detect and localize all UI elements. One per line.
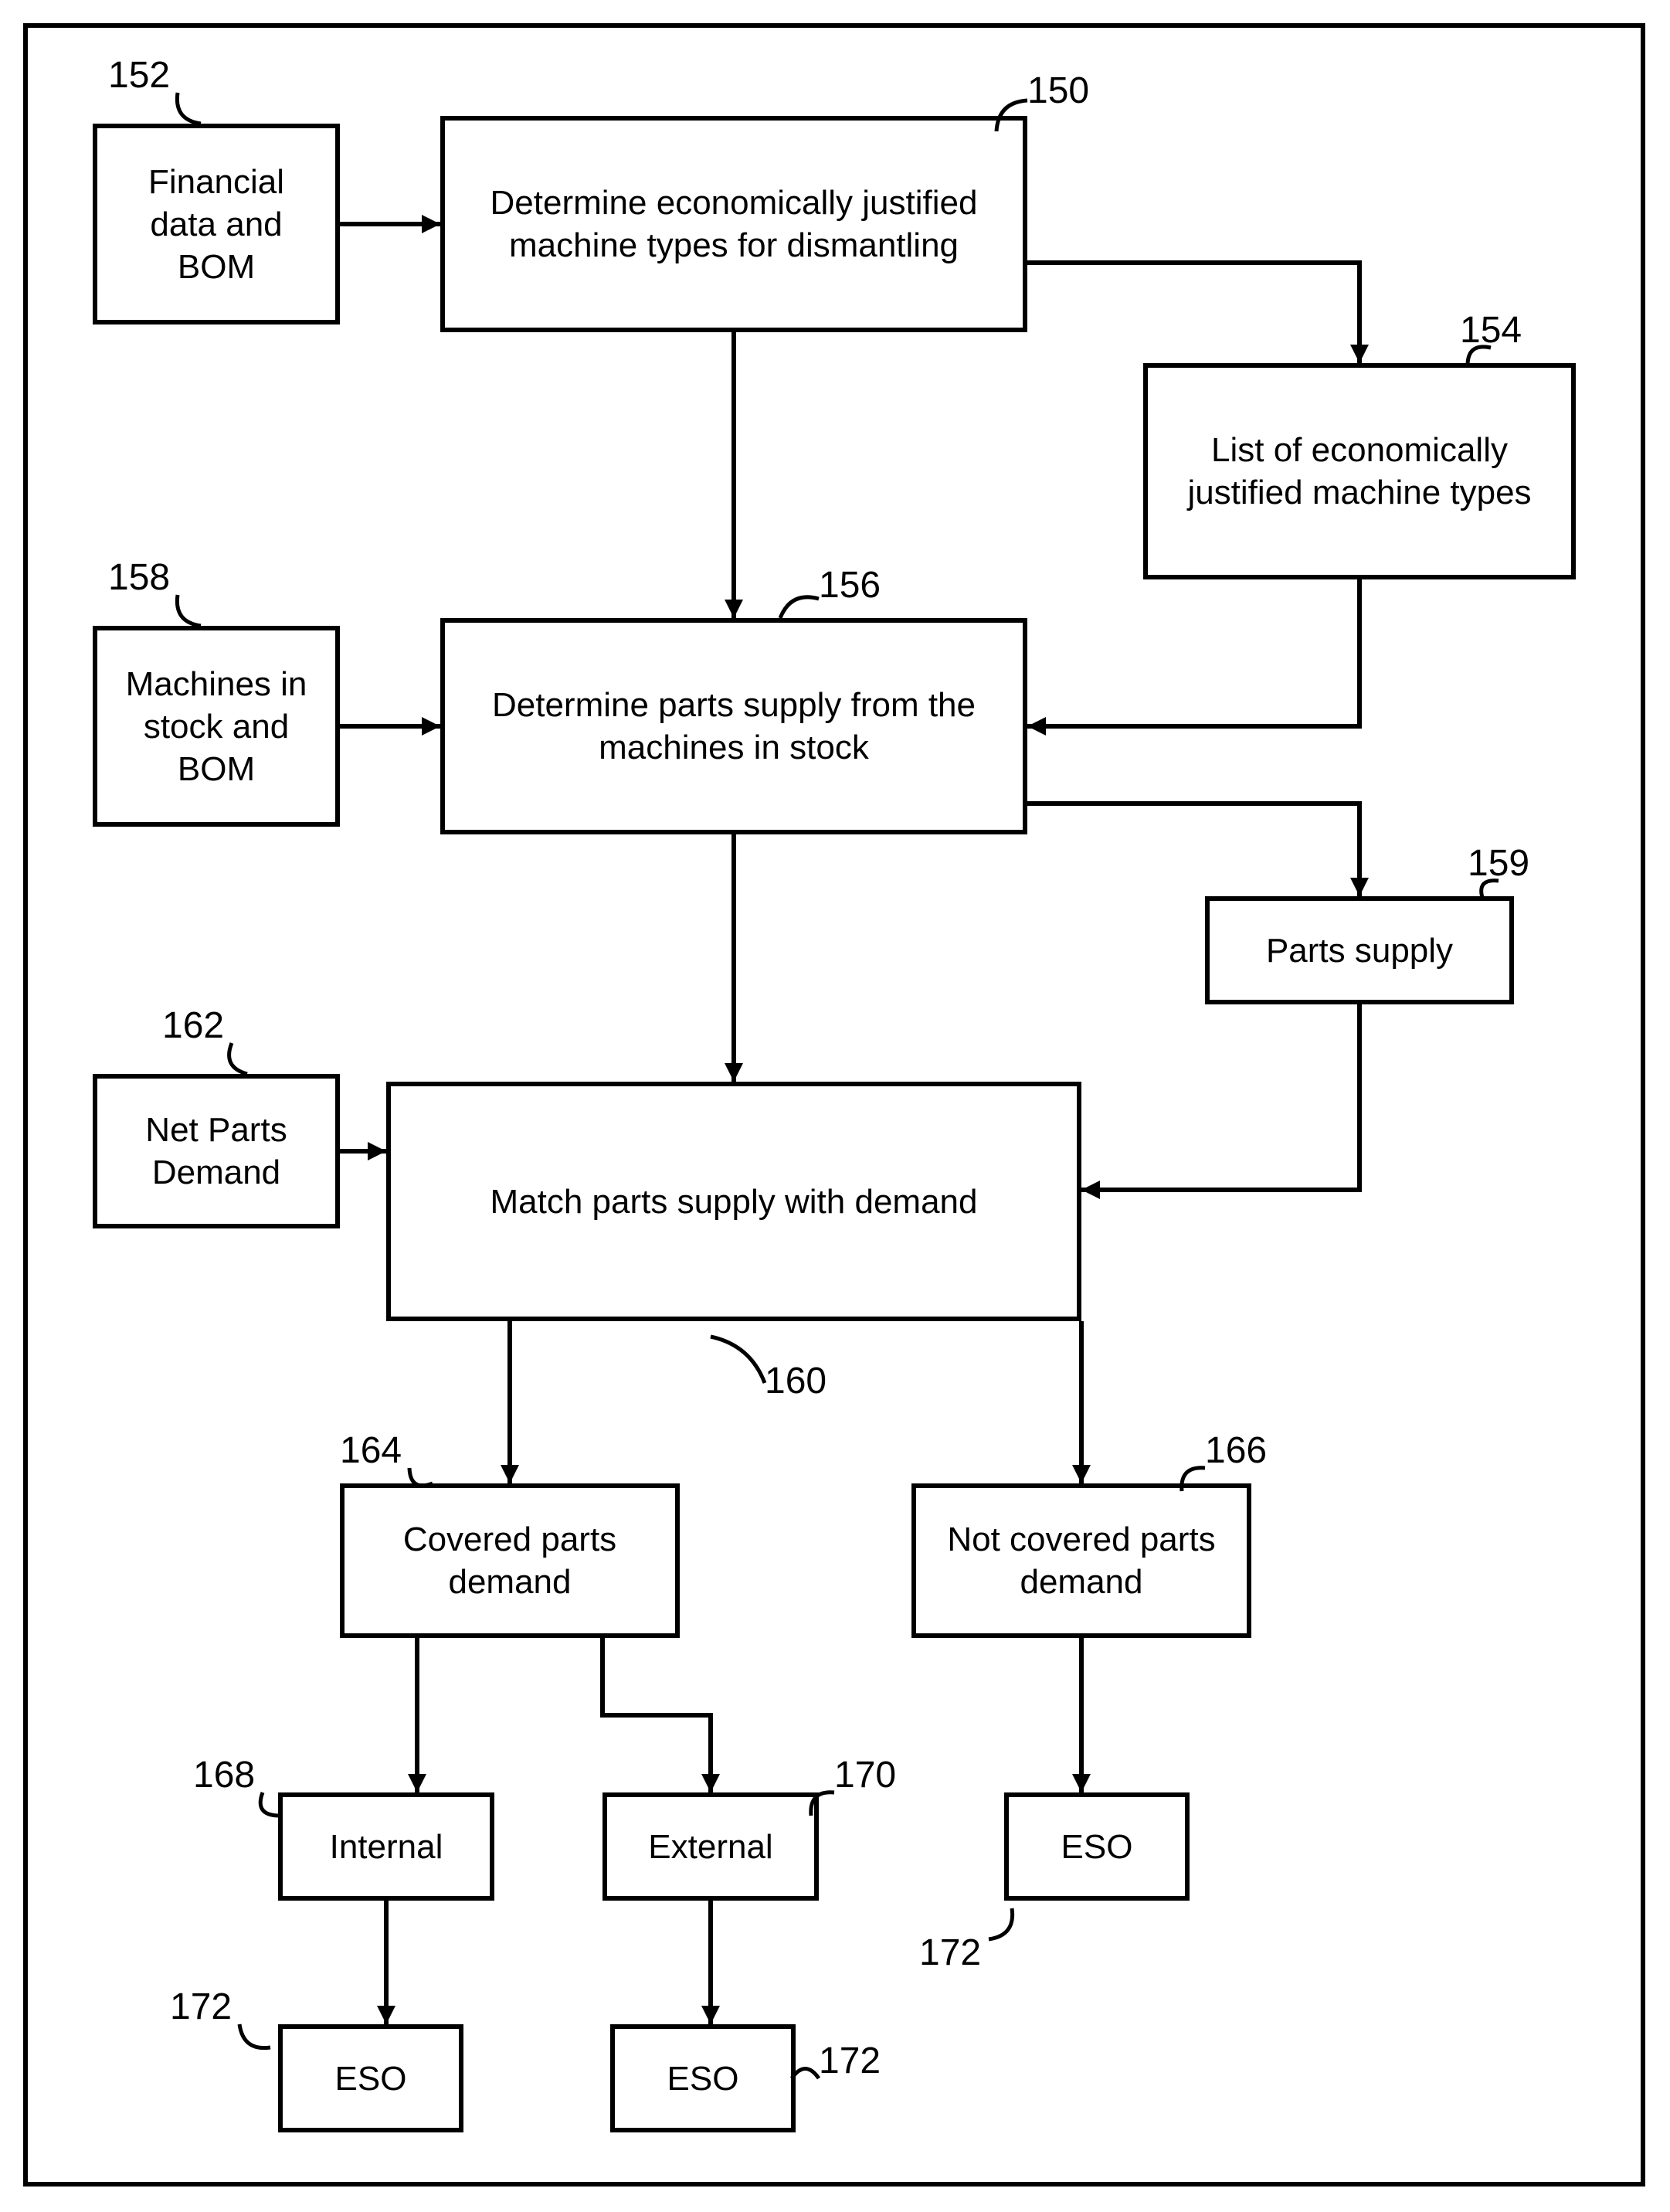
flowchart-node-n172c: ESO [1004, 1792, 1190, 1901]
ref-label-l152: 152 [108, 54, 170, 97]
ref-label-l172c: 172 [919, 1932, 981, 1974]
flowchart-node-n159: Parts supply [1205, 896, 1514, 1004]
node-text: External [648, 1826, 772, 1868]
flowchart-node-n156: Determine parts supply from the machines… [440, 618, 1027, 834]
node-text: Determine economically justified machine… [460, 182, 1007, 267]
ref-label-l158: 158 [108, 556, 170, 599]
ref-label-l170: 170 [834, 1754, 896, 1796]
flowchart-node-n160: Match parts supply with demand [386, 1082, 1081, 1321]
flowchart-node-n152: Financial data and BOM [93, 124, 340, 324]
node-text: Net Parts Demand [113, 1109, 320, 1194]
node-text: ESO [1061, 1826, 1133, 1868]
ref-label-l154: 154 [1460, 309, 1522, 352]
node-text: Not covered parts demand [932, 1518, 1231, 1603]
node-text: Parts supply [1266, 929, 1453, 972]
flowchart-node-n164: Covered parts demand [340, 1483, 680, 1638]
ref-label-l159: 159 [1468, 842, 1529, 885]
node-text: Determine parts supply from the machines… [460, 684, 1007, 769]
ref-label-l156: 156 [819, 564, 881, 607]
node-text: ESO [335, 2057, 407, 2100]
node-text: Match parts supply with demand [490, 1181, 978, 1223]
ref-label-l150: 150 [1027, 70, 1089, 112]
flowchart-node-n168: Internal [278, 1792, 494, 1901]
ref-label-l164: 164 [340, 1429, 402, 1472]
ref-label-l172a: 172 [170, 1986, 232, 2028]
ref-label-l168: 168 [193, 1754, 255, 1796]
node-text: Covered parts demand [360, 1518, 660, 1603]
ref-label-l166: 166 [1205, 1429, 1267, 1472]
flowchart-node-n158: Machines in stock and BOM [93, 626, 340, 827]
flowchart-node-n162: Net Parts Demand [93, 1074, 340, 1228]
flowchart-node-n172b: ESO [610, 2024, 796, 2132]
flowchart-node-n172a: ESO [278, 2024, 463, 2132]
node-text: List of economically justified machine t… [1163, 429, 1556, 514]
ref-label-l172b: 172 [819, 2040, 881, 2082]
flowchart-node-n166: Not covered parts demand [911, 1483, 1251, 1638]
flowchart-node-n170: External [602, 1792, 819, 1901]
node-text: ESO [667, 2057, 739, 2100]
ref-label-l160: 160 [765, 1360, 827, 1402]
node-text: Internal [330, 1826, 443, 1868]
flowchart-node-n150: Determine economically justified machine… [440, 116, 1027, 332]
ref-label-l162: 162 [162, 1004, 224, 1047]
node-text: Financial data and BOM [113, 161, 320, 288]
flowchart-node-n154: List of economically justified machine t… [1143, 363, 1576, 579]
node-text: Machines in stock and BOM [113, 663, 320, 790]
